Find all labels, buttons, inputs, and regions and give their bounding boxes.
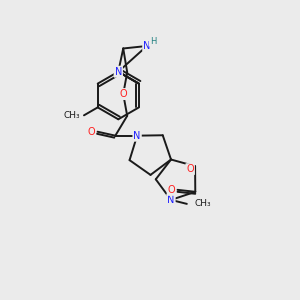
- Text: CH₃: CH₃: [63, 111, 80, 120]
- Text: O: O: [186, 164, 194, 174]
- Text: O: O: [119, 89, 127, 99]
- Text: N: N: [167, 195, 175, 205]
- Text: O: O: [168, 185, 175, 195]
- Text: N: N: [115, 67, 122, 77]
- Text: N: N: [134, 131, 141, 141]
- Text: H: H: [150, 37, 156, 46]
- Text: CH₃: CH₃: [195, 200, 212, 208]
- Text: N: N: [143, 41, 151, 51]
- Text: O: O: [88, 127, 95, 137]
